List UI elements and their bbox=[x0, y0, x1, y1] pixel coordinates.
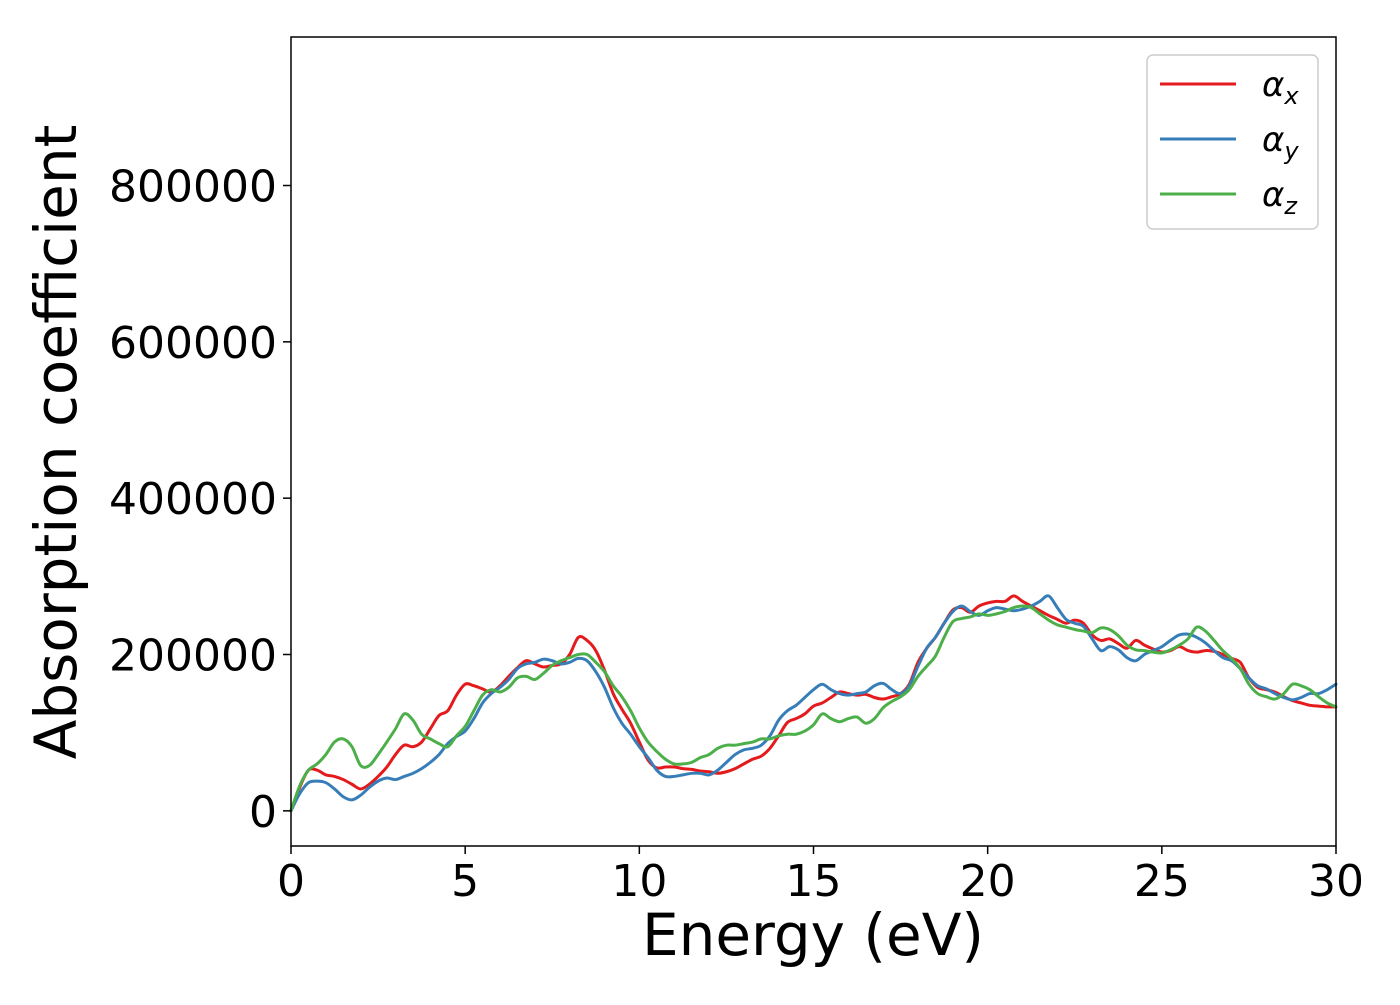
y-tick-label: 800000 bbox=[109, 162, 277, 213]
x-tick-label: 5 bbox=[451, 856, 479, 907]
legend-subscript-2: y bbox=[1283, 137, 1299, 165]
series-line-3 bbox=[289, 604, 1338, 813]
x-tick-label: 15 bbox=[786, 856, 842, 907]
legend-subscript-1: x bbox=[1283, 82, 1299, 110]
x-tick-label: 25 bbox=[1134, 856, 1190, 907]
x-tick-label: 0 bbox=[277, 856, 305, 907]
x-axis-ticks: 0 5 10 15 20 25 30 bbox=[277, 846, 1364, 907]
x-axis-label: Energy (eV) bbox=[642, 901, 984, 969]
x-tick-label: 10 bbox=[611, 856, 667, 907]
legend-subscript-3: z bbox=[1283, 192, 1298, 220]
legend-box bbox=[1146, 54, 1319, 230]
y-tick-label: 600000 bbox=[109, 318, 277, 369]
y-tick-label: 0 bbox=[249, 787, 277, 838]
series-line-1 bbox=[289, 594, 1338, 813]
x-tick-label: 20 bbox=[960, 856, 1016, 907]
y-tick-label: 200000 bbox=[109, 630, 277, 681]
y-tick-label: 400000 bbox=[109, 474, 277, 525]
series-line-2 bbox=[289, 594, 1338, 813]
series-lines bbox=[289, 594, 1338, 813]
y-axis-label: Absorption coefficient bbox=[22, 125, 90, 760]
x-tick-label: 30 bbox=[1308, 856, 1364, 907]
legend-label-3: αz bbox=[1262, 175, 1298, 220]
y-axis-ticks: 0 200000 400000 600000 800000 bbox=[109, 162, 291, 838]
